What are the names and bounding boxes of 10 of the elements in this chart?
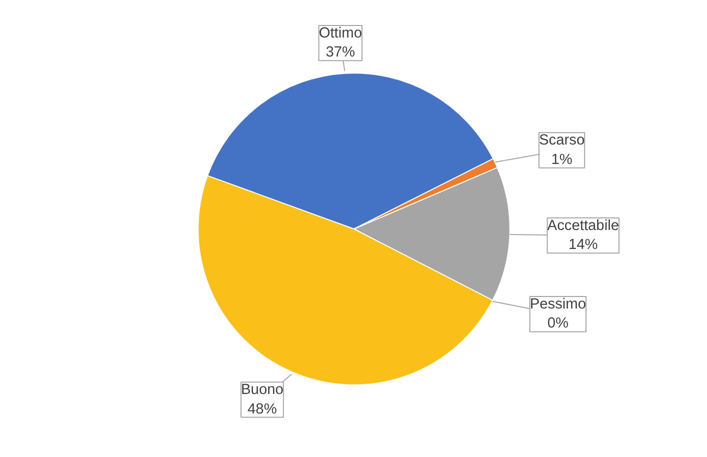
data-label: 14% <box>568 237 598 254</box>
category-label: Pessimo <box>530 296 586 313</box>
data-label: 37% <box>326 44 356 61</box>
data-label: 48% <box>248 401 277 418</box>
text: 0% <box>547 316 569 332</box>
data-label: 1% <box>551 152 572 168</box>
slice-label: Accettabile <box>547 218 619 234</box>
slice-label: Scarso <box>538 132 585 149</box>
slice-label: Buono <box>241 382 284 398</box>
slice-label: Ottimo <box>318 25 362 42</box>
